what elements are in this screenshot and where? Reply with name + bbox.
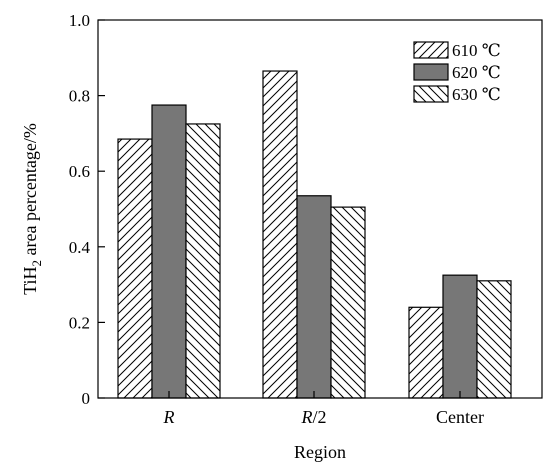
bar — [330, 206, 366, 399]
y-axis-title-subscript: 2 — [29, 260, 44, 267]
legend-swatch — [413, 63, 449, 81]
x-axis-ticks: R R/2 Center — [163, 391, 484, 427]
x-tick-label: Center — [436, 407, 484, 427]
x-tick-label-base: R — [163, 407, 175, 427]
y-axis-ticks: 0 0.2 0.4 0.6 0.8 1.0 — [69, 11, 105, 408]
bar — [185, 123, 221, 399]
x-tick-label: R/2 — [300, 407, 326, 427]
bar — [117, 138, 153, 399]
bar — [296, 195, 332, 399]
x-tick-label-base: Center — [436, 407, 484, 427]
bar — [442, 274, 478, 399]
legend-swatch — [413, 41, 449, 59]
y-tick-label: 1.0 — [69, 11, 90, 30]
x-tick-label: R — [163, 407, 175, 427]
legend-label: 610 ℃ — [452, 41, 501, 60]
bar — [151, 104, 187, 399]
legend: 610 ℃ 620 ℃ 630 ℃ — [413, 41, 501, 104]
y-tick-label: 0.4 — [69, 238, 91, 257]
legend-label: 620 ℃ — [452, 63, 501, 82]
legend-label: 630 ℃ — [452, 85, 501, 104]
bar — [476, 280, 512, 399]
x-tick-label-base: R — [300, 407, 312, 427]
y-axis-title: TiH2 area percentage/% — [20, 123, 44, 295]
y-tick-label: 0.8 — [69, 87, 90, 106]
y-axis-title-rest: area percentage/% — [20, 123, 40, 260]
plot-frame — [97, 19, 543, 399]
bar — [408, 306, 444, 399]
y-tick-label: 0.6 — [69, 162, 90, 181]
y-tick-label: 0.2 — [69, 313, 90, 332]
y-tick-label: 0 — [82, 389, 91, 408]
axes — [97, 19, 543, 399]
y-axis-title-main: TiH — [20, 267, 40, 295]
bars-group — [117, 70, 512, 399]
x-tick-label-suffix: /2 — [312, 407, 326, 427]
legend-swatch — [413, 85, 449, 103]
bar — [262, 70, 298, 399]
x-axis-title: Region — [294, 442, 346, 462]
